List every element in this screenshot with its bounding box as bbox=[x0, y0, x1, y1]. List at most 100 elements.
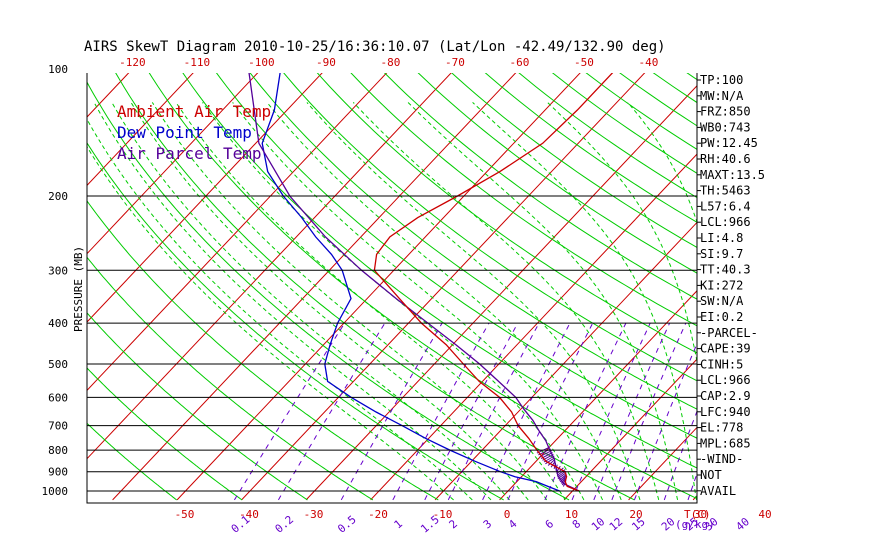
mixing-ratio-tick: 2 bbox=[447, 517, 460, 531]
mixing-ratio-tick: 6 bbox=[543, 517, 556, 531]
dry-adiabat bbox=[518, 73, 697, 199]
moist-adiabat bbox=[130, 102, 529, 501]
mixing-ratio-line bbox=[392, 322, 490, 501]
index-label: AVAIL bbox=[700, 484, 736, 498]
legend-entry: Ambient Air Temp bbox=[117, 102, 271, 121]
mixing-ratio-tick: 10 bbox=[589, 515, 608, 533]
moist-adiabat bbox=[151, 102, 548, 501]
isotherm bbox=[822, 60, 870, 500]
isotherm bbox=[434, 221, 697, 501]
index-label: EL:778 bbox=[700, 421, 743, 435]
isotherm bbox=[758, 60, 870, 500]
bottom-temperature-tick: 20 bbox=[629, 508, 642, 521]
legend-entry: Dew Point Temp bbox=[117, 123, 252, 142]
mixing-ratio-tick: 40 bbox=[733, 515, 752, 533]
mixing-ratio-line bbox=[447, 322, 540, 501]
mixing-ratio-tick: 4 bbox=[506, 517, 520, 531]
mixing-ratio-line bbox=[544, 322, 627, 501]
plot-frame bbox=[86, 73, 698, 504]
mixing-ratio-line bbox=[687, 471, 697, 501]
pressure-tick-label: 700 bbox=[48, 420, 68, 433]
isotherm bbox=[87, 73, 388, 392]
index-label: KI:272 bbox=[700, 278, 743, 292]
isotherm bbox=[499, 290, 697, 501]
dry-adiabat bbox=[87, 200, 439, 501]
index-label: LCL:966 bbox=[700, 373, 751, 387]
legend: Ambient Air Temp Dew Point Temp Air Parcel… bbox=[117, 102, 271, 163]
index-label: SW:N/A bbox=[700, 294, 744, 308]
bottom-temperature-tick: 10 bbox=[565, 508, 578, 521]
parcel-line bbox=[248, 73, 580, 492]
bottom-temperature-tick: 0 bbox=[504, 508, 511, 521]
isotherm bbox=[0, 60, 77, 500]
dry-adiabat bbox=[686, 73, 697, 81]
index-label: TH:5463 bbox=[700, 184, 751, 198]
y-axis-label: PRESSURE (MB) bbox=[72, 246, 85, 332]
isotherm bbox=[563, 358, 697, 501]
pressure-tick-label: 400 bbox=[48, 317, 68, 330]
mixing-ratio-line bbox=[663, 409, 697, 501]
moist-adiabat bbox=[266, 102, 622, 501]
mixing-ratio-unit-label: (g/kg) bbox=[675, 518, 715, 531]
mixing-ratio-tick: 0.2 bbox=[273, 513, 297, 536]
index-label: CAP:2.9 bbox=[700, 389, 751, 403]
dry-adiabat bbox=[87, 312, 308, 501]
dry-adiabat bbox=[249, 73, 697, 410]
isotherm bbox=[87, 73, 194, 187]
moist-adiabat bbox=[87, 145, 454, 501]
cin-hatch-line bbox=[547, 459, 556, 466]
moist-adiabat bbox=[407, 102, 679, 501]
index-label: CINH:5 bbox=[700, 357, 743, 371]
index-label: CAPE:39 bbox=[700, 342, 751, 356]
index-label: -PARCEL- bbox=[700, 326, 758, 340]
mixing-ratio-tick: 1 bbox=[392, 517, 405, 531]
dry-adiabat bbox=[417, 73, 697, 274]
index-label: TT:40.3 bbox=[700, 263, 751, 277]
dry-adiabat bbox=[350, 73, 697, 327]
dry-adiabat bbox=[182, 73, 697, 469]
dry-adiabat bbox=[383, 73, 697, 300]
dry-adiabat bbox=[87, 422, 177, 501]
index-label: LI:4.8 bbox=[700, 231, 743, 245]
moist-adiabat bbox=[472, 102, 697, 500]
grid-lines bbox=[0, 60, 870, 501]
mixing-ratio-line bbox=[611, 322, 687, 501]
dry-adiabat bbox=[316, 73, 697, 354]
moist-adiabat bbox=[202, 102, 585, 501]
index-label: LFC:940 bbox=[700, 405, 751, 419]
pressure-tick-label: 200 bbox=[48, 190, 68, 203]
index-label: FRZ:850 bbox=[700, 105, 751, 119]
isotherm bbox=[112, 73, 517, 501]
dry-adiabat bbox=[87, 81, 570, 501]
index-label: SI:9.7 bbox=[700, 247, 743, 261]
moist-adiabat bbox=[87, 118, 473, 501]
isotherm bbox=[87, 73, 259, 255]
dry-adiabat bbox=[148, 73, 697, 500]
dry-adiabat bbox=[215, 73, 697, 439]
mixing-ratio-line bbox=[593, 322, 671, 501]
temperature-unit-label: T(C) bbox=[684, 508, 711, 521]
index-label: EI:0.2 bbox=[700, 310, 743, 324]
top-temperature-tick: -120 bbox=[119, 56, 146, 69]
index-label: LCL:966 bbox=[700, 215, 751, 229]
bottom-temperature-tick: -20 bbox=[368, 508, 388, 521]
index-label: WB0:743 bbox=[700, 120, 751, 134]
index-label: MPL:685 bbox=[700, 436, 751, 450]
top-temperature-tick: -60 bbox=[509, 56, 529, 69]
index-label: MAXT:13.5 bbox=[700, 168, 765, 182]
index-label: RH:40.6 bbox=[700, 152, 751, 166]
dry-adiabat bbox=[451, 73, 697, 249]
dry-adiabat bbox=[87, 142, 504, 501]
index-label: L57:6.4 bbox=[700, 199, 751, 213]
moist-adiabat bbox=[306, 102, 641, 501]
bottom-temperature-tick: -50 bbox=[175, 508, 195, 521]
mixing-ratio-line bbox=[233, 322, 346, 501]
cin-hatch-line bbox=[545, 457, 555, 465]
dry-adiabat bbox=[652, 73, 697, 104]
mixing-ratio-line bbox=[277, 322, 386, 501]
pressure-tick-label: 1000 bbox=[42, 485, 69, 498]
index-label: NOT bbox=[700, 468, 722, 482]
top-temperature-tick: -50 bbox=[574, 56, 594, 69]
isotherm bbox=[305, 85, 697, 501]
